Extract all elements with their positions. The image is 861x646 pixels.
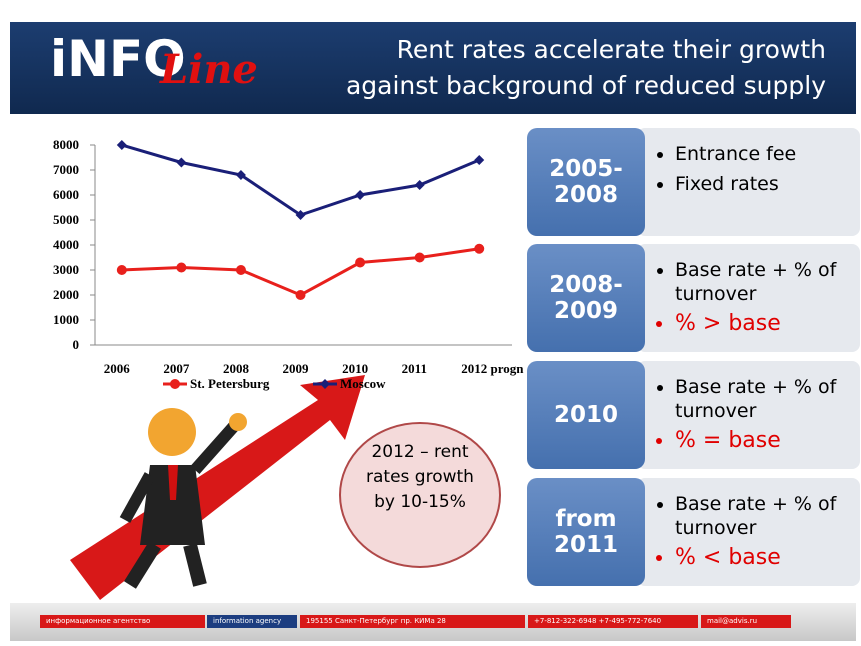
item: Base rate + % of turnover — [675, 258, 852, 306]
point — [117, 265, 127, 275]
x-tick-label: 2012 progn — [461, 361, 524, 376]
period: 2005-2008 — [527, 128, 645, 236]
x-tick-label: 2006 — [104, 361, 131, 376]
series-line — [122, 249, 479, 295]
footer-text: +7-812-322-6948 +7-495-772-7640 — [528, 615, 698, 628]
legend-marker — [170, 379, 180, 389]
y-tick-label: 5000 — [53, 212, 79, 227]
items-box: Base rate + % of turnover % < base — [637, 478, 860, 586]
items-box: Entrance fee Fixed rates — [637, 128, 860, 236]
items-box: Base rate + % of turnover % = base — [637, 361, 860, 469]
callout-frame: 2012 – rent rates growth by 10-15% — [355, 440, 485, 550]
legend-label: St. Petersburg — [190, 376, 270, 391]
period: from 2011 — [527, 478, 645, 586]
x-tick-label: 2007 — [163, 361, 190, 376]
figure-head — [148, 408, 196, 456]
y-tick-label: 4000 — [53, 237, 79, 252]
point — [474, 244, 484, 254]
footer: информационное агентство information age… — [10, 603, 856, 641]
legend-label: Moscow — [340, 376, 386, 391]
point — [355, 258, 365, 268]
item: Entrance fee — [675, 142, 852, 166]
y-tick-label: 6000 — [53, 187, 79, 202]
item-list: Entrance fee Fixed rates — [637, 128, 860, 196]
item: Fixed rates — [675, 172, 852, 196]
point — [176, 263, 186, 273]
item: % > base — [675, 312, 852, 336]
y-tick-label: 0 — [73, 337, 80, 352]
item: Base rate + % of turnover — [675, 492, 852, 540]
point — [296, 290, 306, 300]
y-tick-label: 7000 — [53, 162, 79, 177]
series-line — [122, 145, 479, 215]
item: Base rate + % of turnover — [675, 375, 852, 423]
timeline-row: 2005-2008 Entrance fee Fixed rates — [527, 128, 860, 236]
x-tick-label: 2009 — [283, 361, 310, 376]
x-tick-label: 2011 — [402, 361, 427, 376]
timeline-row: 2008-2009 Base rate + % of turnover % > ba… — [527, 244, 860, 352]
timeline-row: from 2011 Base rate + % of turnover % < ba… — [527, 478, 860, 586]
item: % = base — [675, 429, 852, 453]
timeline-row: 2010 Base rate + % of turnover % = base — [527, 361, 860, 469]
point — [415, 180, 425, 190]
footer-text: information agency — [207, 615, 297, 628]
point — [355, 190, 365, 200]
items-box: Base rate + % of turnover % > base — [637, 244, 860, 352]
item: % < base — [675, 546, 852, 570]
item-list: Base rate + % of turnover % > base — [637, 244, 860, 336]
point — [117, 140, 127, 150]
footer-text: mail@advis.ru — [701, 615, 791, 628]
figure-leg — [190, 545, 200, 585]
point — [415, 253, 425, 263]
footer-text: информационное агентство — [40, 615, 205, 628]
period: 2010 — [527, 361, 645, 469]
callout-text: 2012 – rent rates growth by 10-15% — [355, 440, 485, 515]
footer-text: 195155 Санкт-Петербург пр. КИМа 28 — [300, 615, 525, 628]
x-tick-label: 2010 — [342, 361, 368, 376]
point — [474, 155, 484, 165]
item-list: Base rate + % of turnover % < base — [637, 478, 860, 570]
figure-hand — [229, 413, 247, 431]
point — [176, 158, 186, 168]
arrow — [70, 375, 365, 600]
x-tick-label: 2008 — [223, 361, 250, 376]
item-list: Base rate + % of turnover % = base — [637, 361, 860, 453]
y-tick-label: 8000 — [53, 137, 79, 152]
y-tick-label: 1000 — [53, 312, 79, 327]
point — [236, 265, 246, 275]
period: 2008-2009 — [527, 244, 645, 352]
y-tick-label: 3000 — [53, 262, 79, 277]
y-tick-label: 2000 — [53, 287, 79, 302]
slide: iNFO Line Rent rates accelerate their gr… — [0, 0, 861, 646]
